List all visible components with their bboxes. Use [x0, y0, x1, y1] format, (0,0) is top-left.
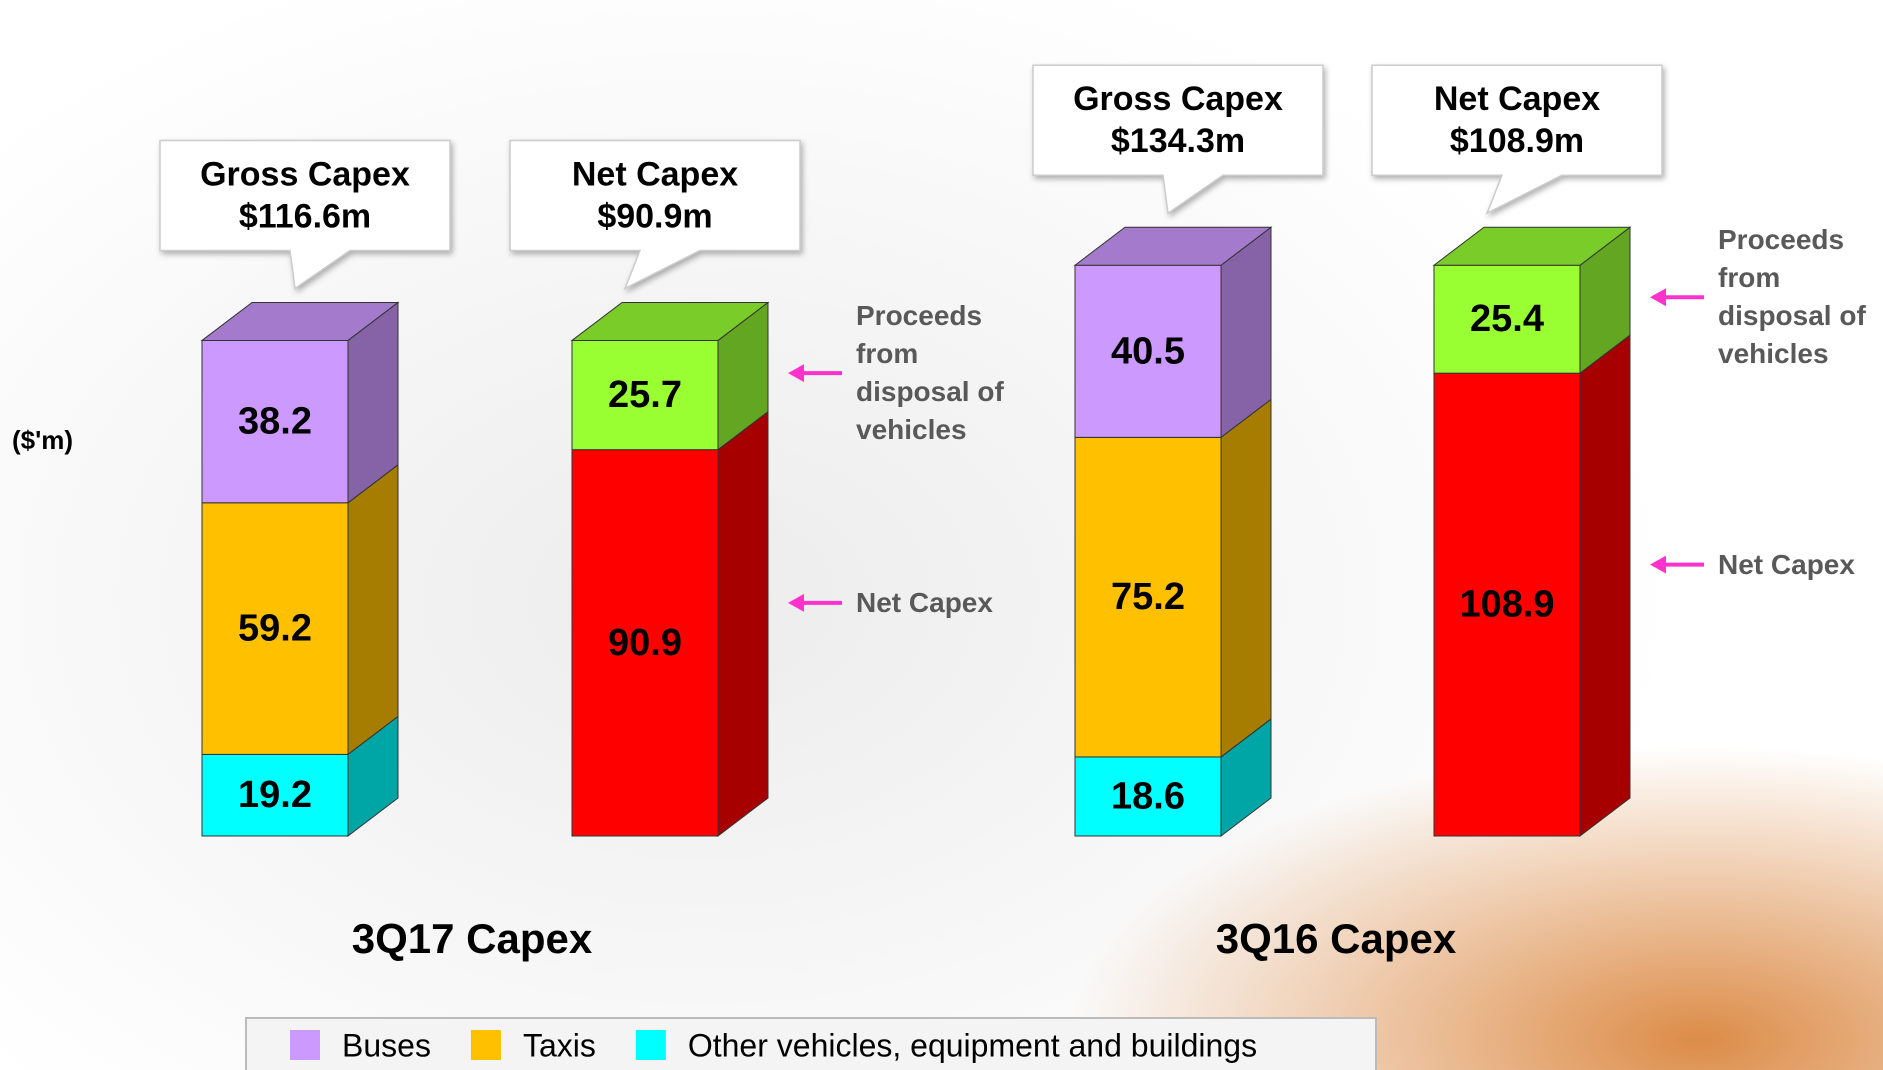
annotation-wrap: Net Capex — [1718, 485, 1883, 645]
bar-side — [1580, 335, 1630, 836]
callout-title: Net Capex — [572, 155, 738, 193]
annotation: Net Capex — [1718, 485, 1883, 645]
annotation-arrowhead — [1650, 288, 1666, 306]
segment-label: 90.9 — [608, 622, 682, 664]
segment-label: 108.9 — [1459, 584, 1554, 626]
annotation-text: Proceeds from disposal of vehicles — [856, 297, 1031, 449]
callout-value: $116.6m — [239, 197, 371, 235]
bar-side — [1221, 399, 1271, 757]
annotation-arrowhead — [1650, 556, 1666, 574]
annotation: Net Capex — [856, 523, 1031, 683]
legend-swatch — [290, 1030, 320, 1060]
segment-label: 75.2 — [1111, 576, 1185, 618]
chart: ($'m) 19.2 59.2 38.2 Gross Capex $116.6m 90.9… — [0, 0, 1883, 1070]
callout-value: $90.9m — [597, 197, 712, 235]
legend-label: Other vehicles, equipment and buildings — [688, 1027, 1257, 1063]
legend-swatch — [636, 1030, 666, 1060]
segment-label: 25.7 — [608, 374, 682, 416]
annotation-arrowhead — [788, 364, 804, 382]
bar-side — [348, 465, 398, 755]
callout-title: Gross Capex — [1073, 80, 1283, 118]
annotation-text: Net Capex — [1718, 546, 1855, 584]
callout-value: $134.3m — [1111, 122, 1245, 160]
annotation-text: Net Capex — [856, 584, 993, 622]
annotation-wrap: Proceeds from disposal of vehicles — [856, 293, 1031, 453]
bar-side — [718, 412, 768, 836]
unit-label: ($'m) — [12, 425, 73, 455]
annotation: Proceeds from disposal of vehicles — [1718, 217, 1883, 377]
annotation-arrowhead — [788, 594, 804, 612]
segment-label: 18.6 — [1111, 776, 1185, 818]
legend-label: Buses — [342, 1027, 431, 1063]
segment-label: 25.4 — [1470, 298, 1544, 340]
callout-title: Gross Capex — [200, 155, 410, 193]
segment-label: 19.2 — [238, 774, 312, 816]
legend-label: Taxis — [523, 1027, 596, 1063]
legend-swatch — [471, 1030, 501, 1060]
segment-label: 40.5 — [1111, 330, 1185, 372]
annotation: Proceeds from disposal of vehicles — [856, 293, 1031, 453]
annotation-text: Proceeds from disposal of vehicles — [1718, 221, 1883, 373]
category-label: 3Q17 Capex — [352, 915, 593, 962]
annotation-wrap: Net Capex — [856, 523, 1031, 683]
annotation-wrap: Proceeds from disposal of vehicles — [1718, 217, 1883, 377]
category-label: 3Q16 Capex — [1216, 915, 1457, 962]
callout-title: Net Capex — [1434, 80, 1600, 118]
segment-label: 38.2 — [238, 401, 312, 443]
segment-label: 59.2 — [238, 608, 312, 650]
callout-value: $108.9m — [1450, 122, 1584, 160]
